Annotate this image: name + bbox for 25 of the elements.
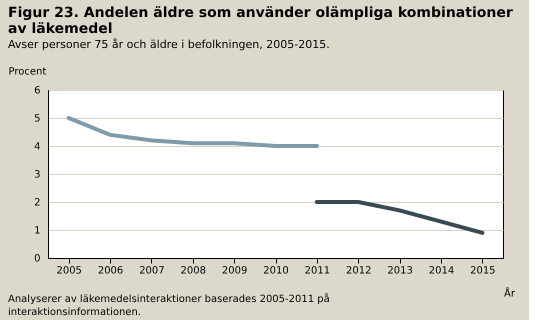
x-tick-label: 2013 [387,266,413,276]
line-series [66,116,319,148]
chart-title: Figur 23. Andelen äldre som använder olämpliga kombinationer av läkemedel [8,5,513,37]
x-tick-label: 2012 [346,266,372,276]
x-tick-label: 2007 [139,266,165,276]
y-tick-label: 4 [34,142,40,152]
y-tick-label: 1 [34,226,40,236]
y-tick-label: 3 [34,170,40,180]
x-axis-title: År [504,286,516,300]
x-tick-label: 2005 [56,266,82,276]
y-tick-label: 5 [34,114,40,124]
x-tick-label: 2014 [428,266,454,276]
x-tick-label: 2009 [222,266,248,276]
x-tick-label: 2008 [180,266,206,276]
x-tick-label: 2010 [263,266,289,276]
y-tick-label: 2 [34,198,40,208]
text: Analyserer av läkemedelsinteraktioner baserades 2005-2011 på interaktionsinformationen. [8,293,330,318]
x-tick-label: 2006 [98,266,124,276]
chart-subtitle: Avser personer 75 år och äldre i befolkningen, 2005-2015. [8,38,330,51]
y-tick-label: 0 [34,254,40,264]
x-tick-label: 2015 [470,266,496,276]
y-axis-title: Procent [8,66,46,78]
x-tick-label: 2011 [304,266,330,276]
line-series [314,200,484,235]
y-tick-label: 6 [34,86,40,96]
